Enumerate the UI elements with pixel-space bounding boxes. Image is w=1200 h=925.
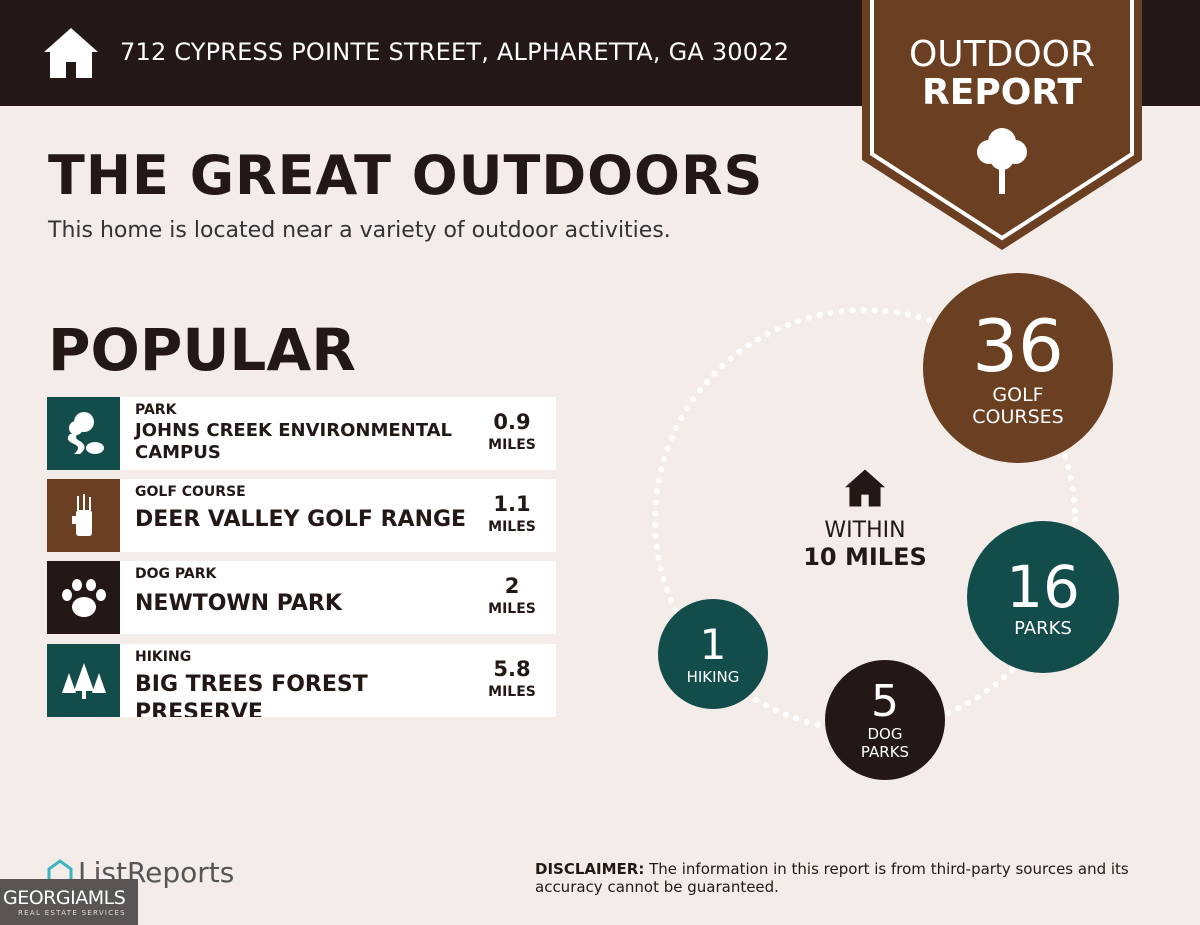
list-item: DOG PARK NEWTOWN PARK 2 MILES	[47, 561, 556, 634]
within-radius: 10 MILES	[803, 543, 927, 571]
item-unit: MILES	[488, 437, 536, 453]
parks-count-circle: 16 PARKS	[967, 521, 1119, 673]
item-category: GOLF COURSE	[135, 484, 246, 500]
address: 712 CYPRESS POINTE STREET, ALPHARETTA, G…	[120, 38, 790, 66]
item-distance: 2	[504, 574, 520, 598]
disclaimer-label: DISCLAIMER:	[535, 860, 645, 878]
page-title: THE GREAT OUTDOORS	[48, 144, 764, 207]
count: 16	[1006, 552, 1080, 621]
count-label: HIKING	[686, 668, 740, 686]
list-item: GOLF COURSE DEER VALLEY GOLF RANGE 1.1 M…	[47, 479, 556, 552]
list-item: PARK JOHNS CREEK ENVIRONMENTAL CAMPUS 0.…	[47, 397, 556, 470]
golf-count-circle: 36 GOLF COURSES	[923, 273, 1113, 463]
georgia-mls-logo: GEORGIAMLS REAL ESTATE SERVICES	[0, 879, 138, 925]
count: 1	[699, 620, 727, 669]
count-label: PARKS	[1014, 617, 1072, 639]
within-summary: WITHIN 10 MILES	[775, 468, 955, 571]
count: 5	[871, 676, 899, 727]
item-category: DOG PARK	[135, 566, 217, 582]
count-label: GOLF COURSES	[972, 384, 1064, 428]
count: 36	[972, 304, 1064, 388]
item-unit: MILES	[488, 684, 536, 700]
item-name: BIG TREES FOREST PRESERVE	[135, 672, 368, 717]
home-icon	[44, 28, 98, 78]
disclaimer-text: The information in this report is from t…	[535, 860, 1129, 896]
count-label: DOG PARKS	[860, 725, 910, 761]
tree-icon	[977, 128, 1027, 194]
dog-parks-count-circle: 5 DOG PARKS	[825, 660, 945, 780]
item-category: PARK	[135, 402, 177, 418]
popular-heading: POPULAR	[48, 316, 356, 384]
item-unit: MILES	[488, 601, 536, 617]
golf-bag-icon	[47, 479, 120, 552]
within-label: WITHIN	[824, 518, 906, 543]
item-name: JOHNS CREEK ENVIRONMENTAL CAMPUS	[135, 420, 453, 463]
badge-line1: OUTDOOR	[908, 34, 1096, 75]
item-category: HIKING	[135, 649, 192, 665]
item-name: NEWTOWN PARK	[135, 591, 342, 616]
item-unit: MILES	[488, 519, 536, 535]
paw-icon	[47, 561, 120, 634]
badge-line2: REPORT	[922, 72, 1082, 113]
park-icon	[47, 397, 120, 470]
pine-trees-icon	[47, 644, 120, 717]
hiking-count-circle: 1 HIKING	[658, 599, 768, 709]
mls-tagline: REAL ESTATE SERVICES	[18, 909, 126, 917]
home-icon	[845, 469, 885, 507]
item-name: DEER VALLEY GOLF RANGE	[135, 507, 467, 532]
item-distance: 0.9	[493, 410, 531, 434]
disclaimer: DISCLAIMER: The information in this repo…	[535, 860, 1175, 896]
page-subtitle: This home is located near a variety of o…	[48, 218, 671, 243]
list-item: HIKING BIG TREES FOREST PRESERVE 5.8 MIL…	[47, 644, 556, 717]
item-distance: 1.1	[493, 492, 531, 516]
item-distance: 5.8	[493, 657, 531, 681]
outdoor-report-badge	[862, 0, 1142, 250]
mls-logo-text: GEORGIAMLS	[3, 887, 126, 909]
